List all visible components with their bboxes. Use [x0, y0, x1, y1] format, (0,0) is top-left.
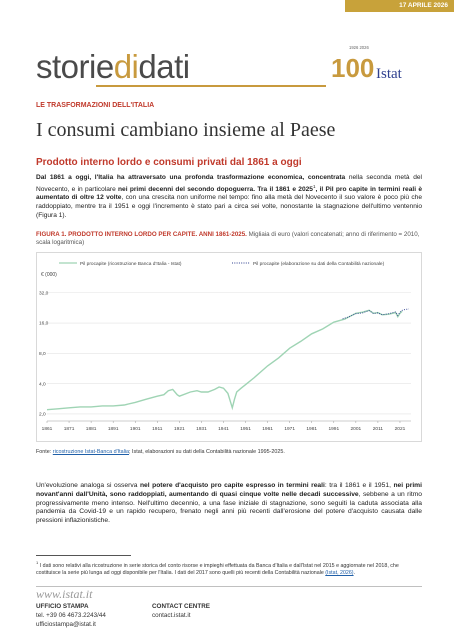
legend-label-series1: Pil procapite (ricostruzione Banca d'Ita… — [80, 261, 182, 267]
footnote-divider — [36, 555, 131, 556]
x-tick-label: 1921 — [174, 426, 185, 432]
x-tick-label: 1941 — [218, 426, 229, 432]
series-line-2 — [342, 308, 409, 320]
figure-title: FIGURA 1. PRODOTTO INTERNO LORDO PER CAP… — [36, 231, 247, 238]
logo-part-dati: dati — [138, 48, 190, 85]
storiedidati-logo: storiedidati — [36, 50, 190, 83]
contact-centre-title: CONTACT CENTRE — [152, 603, 210, 610]
intro-text-1: nella seconda metà del Novecento, e in p… — [36, 174, 423, 193]
series-line-1 — [46, 309, 403, 411]
x-tick-label: 1911 — [152, 426, 163, 432]
istat-100-badge: 1926 2026 100 Istat — [331, 45, 403, 83]
y-tick-label: 32,0 — [39, 290, 49, 296]
x-tick-label: 1991 — [328, 426, 339, 432]
legend-label-series2: Pil procapite (elaborazione su dati dell… — [253, 261, 385, 267]
body2-text-2: : tra il 1861 e il 1951, — [324, 482, 394, 489]
badge-years: 1926 2026 — [349, 45, 369, 50]
y-axis-ticks: 2,0 4,0 8,0 16,0 32,0 — [39, 290, 49, 417]
y-axis-unit: € (000) — [41, 272, 57, 278]
footer-divider — [36, 586, 422, 587]
press-office-title: UFFICIO STAMPA — [36, 603, 89, 610]
contact-centre-link[interactable]: contact.istat.it — [152, 612, 191, 619]
figure-note: Migliaia di euro (valori concatenati; an… — [36, 231, 420, 246]
y-tick-label: 8,0 — [39, 351, 46, 357]
chart-frame: Pil procapite (ricostruzione Banca d'Ita… — [36, 252, 422, 442]
intro-paragraph: Dal 1861 a oggi, l'Italia ha attraversat… — [36, 174, 422, 220]
x-axis-ticks: 1861 1871 1881 1891 1901 1911 1921 1931 1941 1951… — [42, 421, 406, 432]
x-tick-label: 1871 — [64, 426, 75, 432]
body2-text-3: , sebbene a un ritmo progressivamente me… — [36, 490, 422, 525]
intro-text-2: , con una crescita non uniforme nel temp… — [36, 194, 422, 219]
x-tick-label: 2011 — [373, 426, 384, 432]
body2-text-1: Un'evoluzione analoga si osserva — [36, 482, 140, 489]
logo-part-storie: storie — [36, 48, 114, 85]
source-link[interactable]: ricostruzione Istat-Banca d'Italia — [52, 449, 130, 455]
x-tick-label: 2021 — [395, 426, 406, 432]
source-text: ; Istat, elaborazioni su dati della Cont… — [129, 449, 285, 455]
footnote-number: 1 — [36, 560, 39, 565]
x-tick-label: 1861 — [42, 426, 53, 432]
website-link[interactable]: www.istat.it — [36, 587, 93, 601]
logo-underline — [96, 85, 326, 87]
figure-caption: FIGURA 1. PRODOTTO INTERNO LORDO PER CAP… — [36, 231, 426, 247]
footnote-text: I dati sono relativi alla ricostruzione … — [36, 562, 399, 576]
y-tick-label: 16,0 — [39, 321, 49, 327]
x-tick-label: 1981 — [306, 426, 317, 432]
date-tab: 17 APRILE 2026 — [345, 0, 454, 12]
page-subtitle: Prodotto interno lordo e consumi privati… — [36, 157, 302, 168]
footnote: 1 I dati sono relativi alla ricostruzion… — [36, 559, 422, 577]
x-tick-label: 1961 — [262, 426, 273, 432]
chart-lines — [46, 308, 409, 411]
x-tick-label: 1901 — [130, 426, 141, 432]
x-tick-label: 1951 — [240, 426, 251, 432]
gdp-chart: Pil procapite (ricostruzione Banca d'Ita… — [39, 261, 411, 432]
press-office-phone: tel. +39 06 4673.2243/44 — [36, 612, 106, 619]
figure-source: Fonte: ricostruzione Istat-Banca d'Itali… — [36, 449, 285, 455]
chart-legend: Pil procapite (ricostruzione Banca d'Ita… — [59, 261, 385, 267]
x-tick-label: 2001 — [351, 426, 362, 432]
y-tick-label: 2,0 — [39, 412, 46, 418]
x-tick-label: 1971 — [284, 426, 295, 432]
page-title: I consumi cambiano insieme al Paese — [36, 119, 336, 141]
x-tick-label: 1931 — [196, 426, 207, 432]
intro-bold-1: Dal 1861 a oggi, l'Italia ha attraversat… — [36, 174, 346, 181]
kicker: LE TRASFORMAZIONI DELL'ITALIA — [36, 102, 155, 109]
logo-part-di: di — [113, 48, 139, 85]
badge-number: 100 — [331, 53, 374, 83]
intro-footnote-ref: 1 — [312, 183, 316, 189]
y-tick-label: 4,0 — [39, 381, 46, 387]
x-tick-label: 1881 — [86, 426, 97, 432]
intro-bold-2: nei primi decenni del secondo dopoguerra… — [118, 185, 313, 193]
chart-grid — [47, 292, 411, 422]
footnote-link[interactable]: (Istat, 2026) — [325, 569, 354, 576]
body2-bold-1: nel potere d'acquisto pro capite espress… — [139, 482, 325, 489]
source-label: Fonte: — [36, 449, 53, 455]
body2-bold-2: nei primi novant'anni dall'Unità, sono r… — [36, 482, 422, 498]
body-paragraph-2: Un'evoluzione analoga si osserva nel pot… — [36, 482, 422, 526]
badge-brand: Istat — [376, 66, 403, 82]
intro-bold-3: , il Pil pro capite in termini reali è a… — [36, 185, 422, 202]
x-tick-label: 1891 — [108, 426, 119, 432]
footnote-end: . — [353, 569, 356, 576]
press-office-email[interactable]: ufficiostampa@istat.it — [36, 621, 96, 628]
